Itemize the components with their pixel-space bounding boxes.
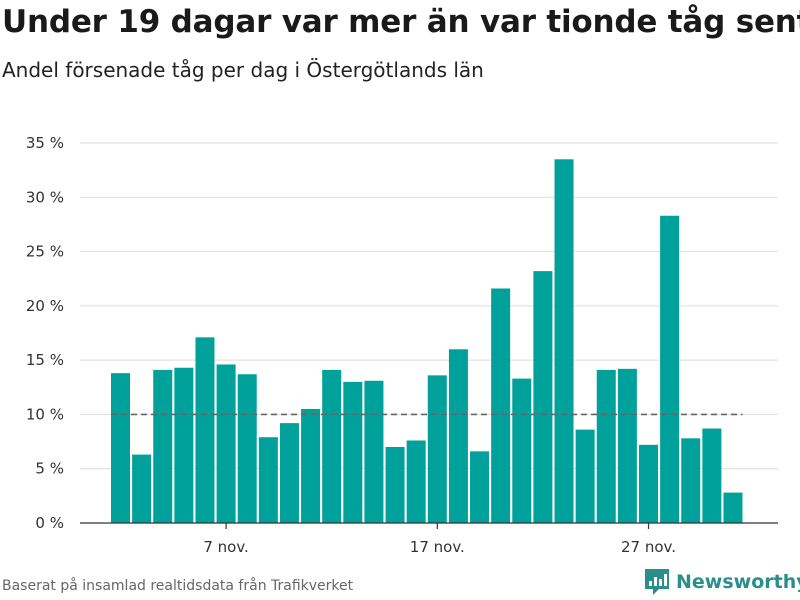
bar xyxy=(681,438,701,523)
bar xyxy=(639,444,658,523)
bar xyxy=(364,380,384,523)
bar xyxy=(575,429,595,523)
bar xyxy=(596,369,616,523)
bar xyxy=(132,454,152,523)
bar xyxy=(617,368,637,523)
chart-subtitle: Andel försenade tåg per dag i Östergötla… xyxy=(2,58,484,82)
bar xyxy=(174,367,194,523)
bar xyxy=(322,369,342,523)
bar xyxy=(385,447,405,523)
y-tick-label: 15 % xyxy=(26,351,64,369)
bar xyxy=(216,364,236,523)
y-tick-label: 30 % xyxy=(26,188,64,206)
y-tick-label: 0 % xyxy=(35,514,64,532)
bar xyxy=(111,373,130,523)
source-note: Baserat på insamlad realtidsdata från Tr… xyxy=(2,578,354,594)
bar xyxy=(702,428,722,523)
bar xyxy=(554,159,574,524)
bar xyxy=(343,381,363,523)
brand-logo: Newsworthy xyxy=(644,568,800,596)
bar xyxy=(470,451,490,523)
bar xyxy=(723,492,743,523)
bar xyxy=(195,337,215,523)
bar xyxy=(660,215,680,523)
bar xyxy=(533,271,553,523)
bar xyxy=(406,440,426,523)
y-tick-label: 10 % xyxy=(26,405,64,423)
y-tick-label: 35 % xyxy=(26,134,64,152)
newsworthy-logo-icon xyxy=(645,569,669,595)
x-tick-label: 27 nov. xyxy=(621,538,676,556)
y-tick-label: 20 % xyxy=(26,297,64,315)
bar xyxy=(448,349,468,523)
y-tick-label: 5 % xyxy=(35,460,64,478)
bar xyxy=(258,437,278,523)
chart-title: Under 19 dagar var mer än var tionde tåg… xyxy=(2,4,800,40)
bar xyxy=(491,288,511,523)
x-tick-label: 7 nov. xyxy=(203,538,248,556)
bar xyxy=(512,378,532,523)
bar xyxy=(427,375,447,523)
bar xyxy=(153,369,173,523)
y-tick-label: 25 % xyxy=(26,243,64,261)
brand-name: Newsworthy xyxy=(676,571,800,593)
x-tick-label: 17 nov. xyxy=(410,538,465,556)
bar xyxy=(237,374,257,523)
bar xyxy=(279,423,299,523)
bar xyxy=(301,409,321,523)
